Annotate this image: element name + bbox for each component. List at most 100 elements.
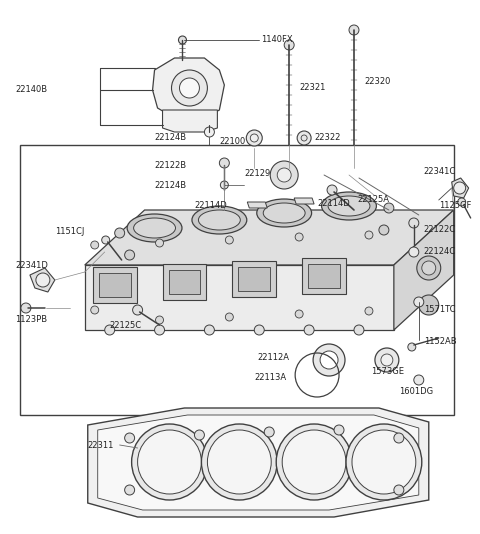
Text: 1601DG: 1601DG: [399, 388, 433, 397]
Circle shape: [454, 182, 466, 194]
Text: 22140B: 22140B: [15, 85, 47, 95]
Circle shape: [414, 375, 424, 385]
Bar: [163, 264, 206, 300]
Bar: [232, 261, 276, 297]
Circle shape: [365, 307, 373, 315]
Polygon shape: [247, 202, 267, 208]
Circle shape: [352, 430, 416, 494]
Circle shape: [194, 430, 204, 440]
Circle shape: [91, 306, 99, 314]
Text: 22311: 22311: [88, 441, 114, 450]
Polygon shape: [85, 210, 454, 265]
Ellipse shape: [328, 196, 370, 216]
Circle shape: [102, 236, 110, 244]
Circle shape: [264, 427, 274, 437]
Circle shape: [115, 228, 125, 238]
Circle shape: [394, 433, 404, 443]
Text: 22124C: 22124C: [424, 247, 456, 256]
Circle shape: [394, 485, 404, 495]
Polygon shape: [163, 110, 217, 132]
Circle shape: [220, 181, 228, 189]
Circle shape: [225, 313, 233, 321]
Text: 22321: 22321: [299, 83, 325, 92]
Text: 22112A: 22112A: [257, 354, 289, 363]
Circle shape: [409, 247, 419, 257]
Circle shape: [295, 310, 303, 318]
Ellipse shape: [198, 210, 240, 230]
Text: 22122B: 22122B: [155, 161, 187, 169]
Circle shape: [282, 430, 346, 494]
Circle shape: [225, 236, 233, 244]
Text: 1571TC: 1571TC: [424, 305, 456, 315]
Circle shape: [36, 273, 50, 287]
Circle shape: [334, 425, 344, 435]
Polygon shape: [294, 198, 314, 204]
Circle shape: [297, 131, 311, 145]
Polygon shape: [98, 415, 419, 510]
Text: 22114D: 22114D: [317, 199, 350, 208]
Circle shape: [349, 25, 359, 35]
Text: 1140FX: 1140FX: [261, 35, 293, 44]
Text: 1152AB: 1152AB: [424, 337, 456, 347]
Circle shape: [365, 231, 373, 239]
Text: 22125A: 22125A: [357, 195, 389, 205]
Circle shape: [270, 161, 298, 189]
Circle shape: [156, 239, 164, 247]
Circle shape: [458, 198, 466, 206]
Circle shape: [417, 256, 441, 280]
Circle shape: [354, 325, 364, 335]
Circle shape: [132, 305, 143, 315]
Text: 22124B: 22124B: [155, 132, 187, 142]
Circle shape: [379, 225, 389, 235]
Circle shape: [327, 185, 337, 195]
Circle shape: [91, 241, 99, 249]
Polygon shape: [85, 265, 394, 330]
Circle shape: [246, 130, 262, 146]
Circle shape: [204, 127, 215, 137]
Circle shape: [179, 36, 186, 44]
Bar: [308, 264, 340, 288]
Text: 22320: 22320: [364, 77, 390, 87]
Polygon shape: [88, 408, 429, 517]
Text: 22114D: 22114D: [194, 200, 227, 209]
Circle shape: [138, 430, 202, 494]
Text: 22122C: 22122C: [424, 225, 456, 234]
Text: 1151CJ: 1151CJ: [55, 227, 84, 237]
Text: 22341C: 22341C: [424, 168, 456, 177]
Text: 1573GE: 1573GE: [371, 367, 404, 376]
Text: 22129: 22129: [244, 169, 271, 177]
Circle shape: [202, 424, 277, 500]
Text: 1125GF: 1125GF: [439, 200, 471, 209]
Circle shape: [250, 134, 258, 142]
Circle shape: [409, 218, 419, 228]
Circle shape: [277, 168, 291, 182]
Circle shape: [132, 424, 207, 500]
Ellipse shape: [133, 218, 176, 238]
Circle shape: [254, 325, 264, 335]
Circle shape: [219, 158, 229, 168]
Circle shape: [384, 203, 394, 213]
Circle shape: [346, 424, 422, 500]
Circle shape: [21, 303, 31, 313]
Circle shape: [295, 233, 303, 241]
Circle shape: [207, 430, 271, 494]
Polygon shape: [394, 210, 454, 330]
Text: 22341D: 22341D: [15, 261, 48, 270]
Circle shape: [419, 295, 439, 315]
Polygon shape: [30, 268, 55, 292]
Circle shape: [171, 70, 207, 106]
Circle shape: [304, 325, 314, 335]
Circle shape: [180, 78, 199, 98]
Text: 22113A: 22113A: [254, 373, 287, 382]
Circle shape: [320, 351, 338, 369]
Text: 22125C: 22125C: [110, 320, 142, 329]
Polygon shape: [452, 178, 468, 198]
Text: 22322: 22322: [314, 134, 340, 143]
Text: 22100: 22100: [219, 137, 246, 146]
Bar: [20, 145, 454, 415]
Polygon shape: [153, 58, 224, 118]
Circle shape: [408, 343, 416, 351]
Circle shape: [313, 344, 345, 376]
Circle shape: [204, 325, 215, 335]
Ellipse shape: [322, 192, 376, 220]
